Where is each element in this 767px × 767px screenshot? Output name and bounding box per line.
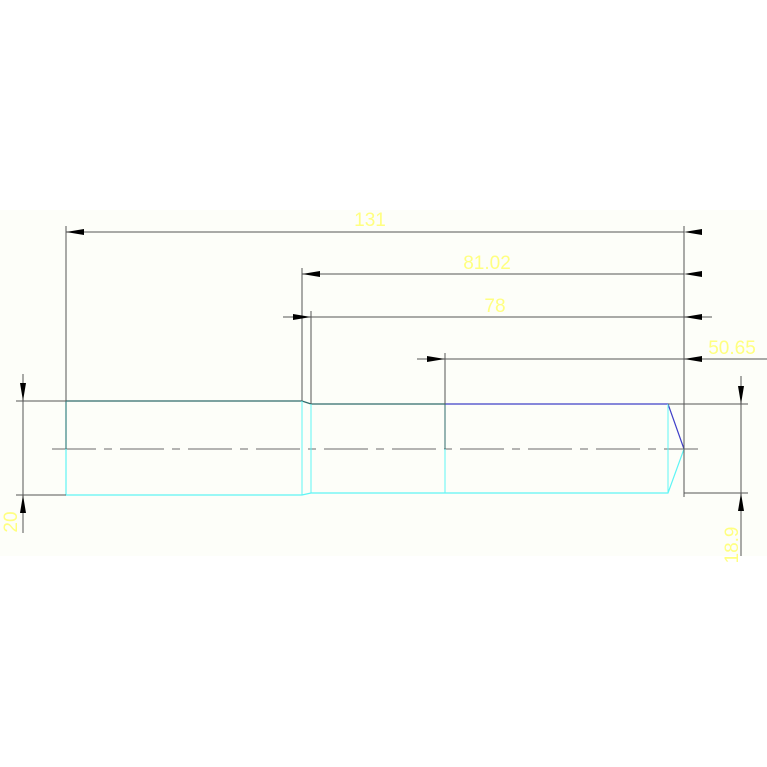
dimension-78: 78 <box>283 296 712 320</box>
dimension-131: 131 <box>66 210 702 235</box>
part-outline <box>65 400 685 496</box>
dimension-81-02-label: 81.02 <box>463 253 511 274</box>
dimension-20: 20 <box>1 374 26 533</box>
dimension-131-label: 131 <box>354 210 386 231</box>
drawing-area <box>0 210 767 556</box>
dimension-18-9: 18.9 <box>722 376 744 563</box>
dimension-20-label: 20 <box>1 511 22 532</box>
dimension-18-9-label: 18.9 <box>722 527 743 564</box>
dimension-78-label: 78 <box>484 296 505 317</box>
dimension-50-65-label: 50.65 <box>708 338 756 359</box>
dimension-50-65: 50.65 <box>417 338 767 362</box>
extension-lines <box>16 226 748 497</box>
dimension-81-02: 81.02 <box>302 253 702 277</box>
